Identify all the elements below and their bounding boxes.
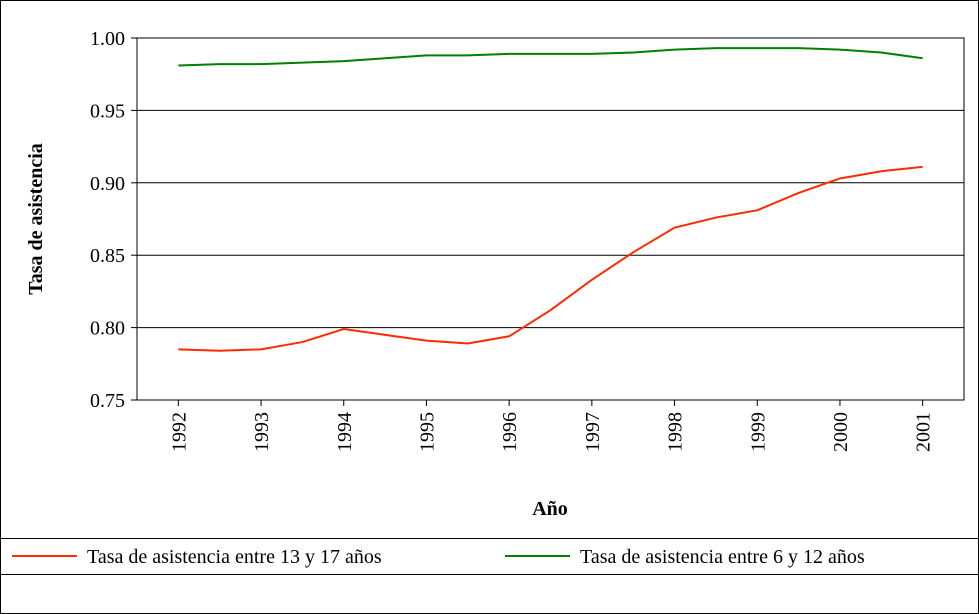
x-tick-label: 1998 — [665, 412, 687, 452]
x-axis-label: Año — [532, 498, 568, 520]
y-axis-label: Tasa de asistencia — [25, 143, 47, 295]
x-tick-label: 2001 — [913, 412, 935, 452]
legend-label: Tasa de asistencia entre 13 y 17 años — [87, 546, 382, 568]
series-line — [178, 47, 923, 67]
y-tick-label: 0.75 — [90, 390, 125, 412]
x-tick-label: 1999 — [747, 412, 769, 452]
y-tick-label: 0.80 — [90, 318, 125, 340]
x-tick-label: 1994 — [334, 412, 356, 452]
x-tick-label: 1995 — [416, 412, 438, 452]
x-tick-label: 1996 — [499, 412, 521, 452]
y-tick-label: 0.85 — [90, 245, 125, 267]
y-tick-label: 0.90 — [90, 173, 125, 195]
x-tick-label: 1997 — [582, 412, 604, 452]
series-line — [178, 165, 923, 352]
x-tick-label: 1992 — [168, 412, 190, 452]
y-tick-label: 0.95 — [90, 100, 125, 122]
y-tick-label: 1.00 — [90, 28, 125, 50]
x-tick-label: 1993 — [251, 412, 273, 452]
legend-label: Tasa de asistencia entre 6 y 12 años — [580, 546, 865, 568]
x-tick-label: 2000 — [830, 412, 852, 452]
